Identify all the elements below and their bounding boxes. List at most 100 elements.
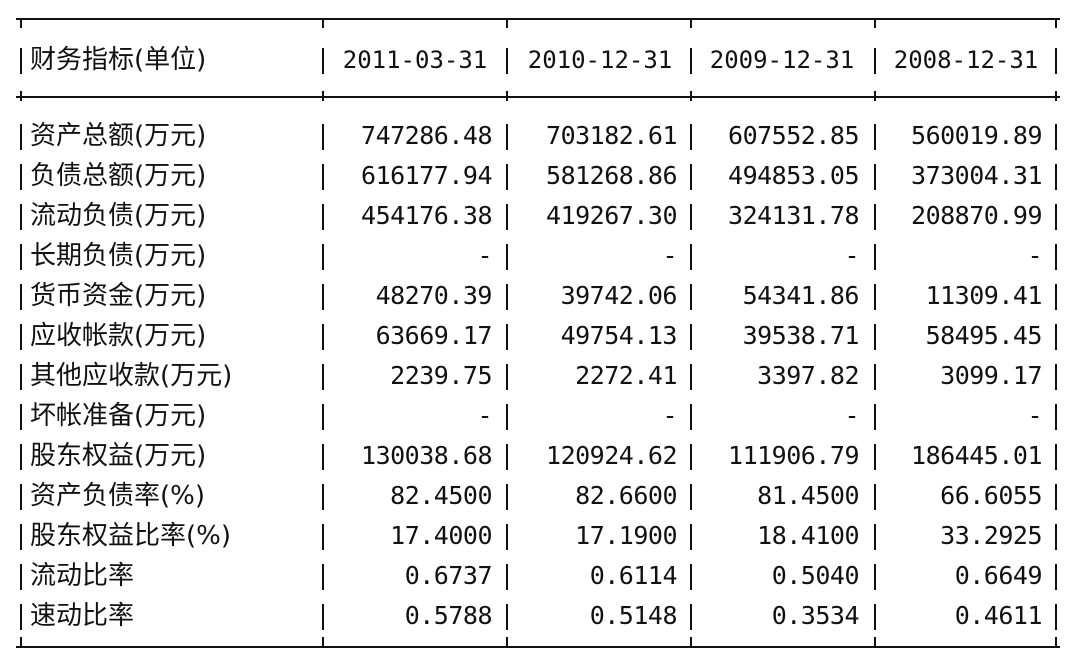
rule-tick bbox=[20, 637, 22, 647]
row-value: 17.4000 bbox=[390, 521, 492, 550]
column-separator bbox=[690, 564, 692, 590]
row-value: 419267.30 bbox=[546, 201, 677, 230]
column-separator bbox=[20, 164, 22, 190]
column-separator bbox=[874, 324, 876, 350]
row-value: 81.4500 bbox=[757, 481, 859, 510]
column-separator bbox=[322, 324, 324, 350]
row-value: 373004.31 bbox=[911, 161, 1042, 190]
column-separator bbox=[1055, 364, 1057, 390]
row-value: 39742.06 bbox=[560, 281, 678, 310]
row-value: - bbox=[1027, 241, 1042, 270]
column-separator bbox=[874, 204, 876, 230]
row-value: 454176.38 bbox=[361, 201, 492, 230]
column-separator bbox=[20, 524, 22, 550]
row-value: 48270.39 bbox=[375, 281, 493, 310]
row-value: 120924.62 bbox=[546, 441, 677, 470]
table-row: 货币资金(万元) 48270.39 39742.06 54341.86 11309.41 bbox=[0, 277, 1079, 315]
row-value: 208870.99 bbox=[911, 201, 1042, 230]
column-separator bbox=[506, 524, 508, 550]
row-value: 82.4500 bbox=[390, 481, 492, 510]
column-separator bbox=[20, 364, 22, 390]
column-separator bbox=[506, 48, 508, 74]
column-separator bbox=[1055, 204, 1057, 230]
column-separator bbox=[322, 284, 324, 310]
row-label: 长期负债(万元) bbox=[30, 241, 207, 271]
column-separator bbox=[506, 164, 508, 190]
header-row: 财务指标(单位) 2011-03-31 2010-12-31 2009-12-3… bbox=[0, 41, 1079, 79]
column-separator bbox=[20, 604, 22, 630]
row-value: 63669.17 bbox=[375, 321, 493, 350]
column-separator bbox=[20, 564, 22, 590]
row-value: 0.5040 bbox=[771, 561, 860, 590]
row-label: 货币资金(万元) bbox=[30, 281, 207, 311]
rule-tick bbox=[20, 18, 22, 28]
table-row: 坏帐准备(万元) - - - - bbox=[0, 397, 1079, 435]
column-separator bbox=[874, 524, 876, 550]
column-separator bbox=[1055, 444, 1057, 470]
rule-tick bbox=[506, 18, 508, 28]
column-separator bbox=[1055, 244, 1057, 270]
row-label: 股东权益比率(%) bbox=[30, 521, 231, 551]
row-value: 39538.71 bbox=[742, 321, 860, 350]
column-separator bbox=[874, 164, 876, 190]
table-row: 资产总额(万元) 747286.48 703182.61 607552.85 56001… bbox=[0, 117, 1079, 155]
table-row: 负债总额(万元) 616177.94 581268.86 494853.05 37300… bbox=[0, 157, 1079, 195]
row-value: 0.3534 bbox=[771, 601, 860, 630]
rule-tick bbox=[20, 91, 22, 101]
column-separator bbox=[506, 204, 508, 230]
column-separator bbox=[1055, 564, 1057, 590]
column-separator bbox=[1055, 124, 1057, 150]
row-value: 703182.61 bbox=[546, 121, 677, 150]
header-date-1: 2011-03-31 bbox=[342, 46, 488, 74]
column-separator bbox=[690, 284, 692, 310]
rule-tick bbox=[874, 18, 876, 28]
column-separator bbox=[690, 244, 692, 270]
table-top-rule bbox=[16, 18, 1060, 20]
column-separator bbox=[1055, 284, 1057, 310]
row-value: 0.5788 bbox=[404, 601, 493, 630]
table-row: 股东权益(万元) 130038.68 120924.62 111906.79 18644… bbox=[0, 437, 1079, 475]
column-separator bbox=[20, 484, 22, 510]
column-separator bbox=[506, 604, 508, 630]
row-label: 应收帐款(万元) bbox=[30, 321, 207, 351]
column-separator bbox=[874, 444, 876, 470]
rule-tick bbox=[506, 637, 508, 647]
row-value: 2272.41 bbox=[575, 361, 677, 390]
row-value: 0.6737 bbox=[404, 561, 493, 590]
table-row: 资产负债率(%) 82.4500 82.6600 81.4500 66.6055 bbox=[0, 477, 1079, 515]
row-value: 3397.82 bbox=[757, 361, 859, 390]
column-separator bbox=[506, 404, 508, 430]
column-separator bbox=[690, 404, 692, 430]
row-value: 324131.78 bbox=[728, 201, 859, 230]
column-separator bbox=[1055, 164, 1057, 190]
row-value: 18.4100 bbox=[757, 521, 859, 550]
column-separator bbox=[20, 324, 22, 350]
row-value: 66.6055 bbox=[940, 481, 1042, 510]
column-separator bbox=[322, 364, 324, 390]
column-separator bbox=[690, 604, 692, 630]
row-value: - bbox=[477, 401, 492, 430]
column-separator bbox=[1055, 604, 1057, 630]
row-value: - bbox=[477, 241, 492, 270]
rule-tick bbox=[690, 91, 692, 101]
column-separator bbox=[874, 564, 876, 590]
row-label: 流动比率 bbox=[30, 561, 135, 591]
column-separator bbox=[506, 324, 508, 350]
column-separator bbox=[1055, 324, 1057, 350]
column-separator bbox=[1055, 404, 1057, 430]
column-separator bbox=[506, 484, 508, 510]
column-separator bbox=[322, 204, 324, 230]
row-value: 11309.41 bbox=[925, 281, 1043, 310]
row-value: 33.2925 bbox=[940, 521, 1042, 550]
rule-tick bbox=[1055, 18, 1057, 28]
rule-tick bbox=[874, 91, 876, 101]
row-value: 82.6600 bbox=[575, 481, 677, 510]
table-row: 流动负债(万元) 454176.38 419267.30 324131.78 20887… bbox=[0, 197, 1079, 235]
column-separator bbox=[322, 444, 324, 470]
column-separator bbox=[1055, 524, 1057, 550]
column-separator bbox=[322, 564, 324, 590]
column-separator bbox=[506, 124, 508, 150]
column-separator bbox=[690, 204, 692, 230]
column-separator bbox=[874, 124, 876, 150]
